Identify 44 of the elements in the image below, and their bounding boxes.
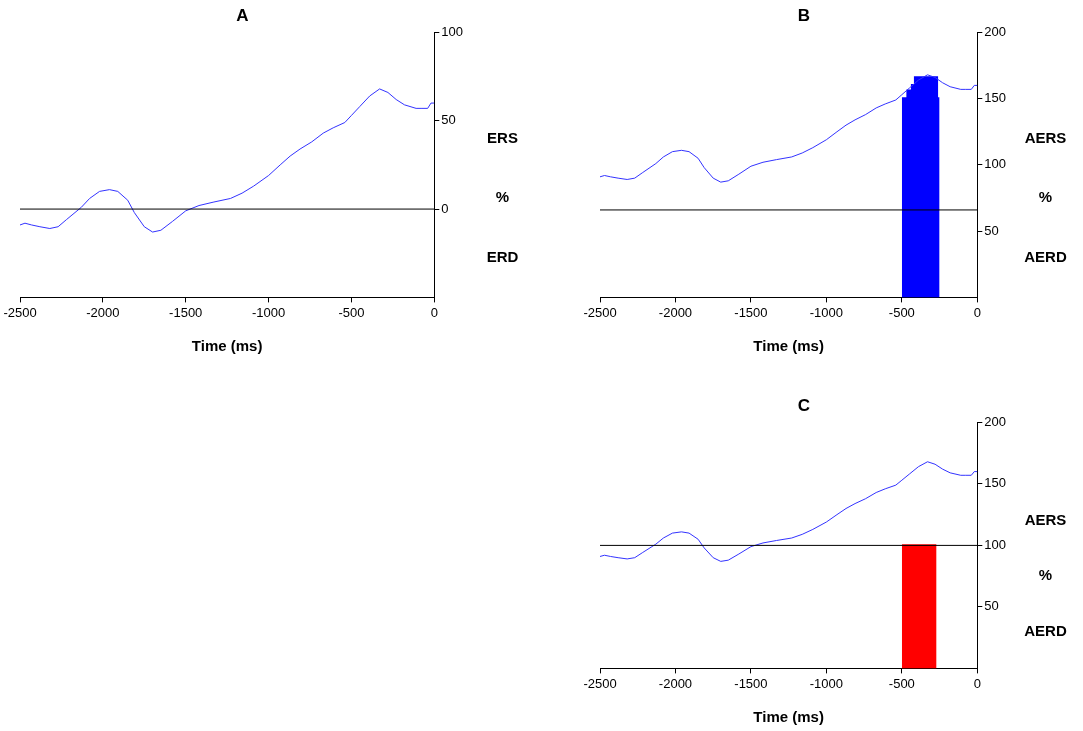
y-tick-label: 50 [984,222,999,238]
x-tick-label: -1000 [251,304,286,320]
x-tick-label: -500 [888,304,915,320]
y-tick-label: 150 [984,475,1007,491]
y-tick-label: 100 [984,156,1007,172]
y-tick-label: 50 [984,598,999,614]
x-axis-title: Time (ms) [191,337,263,355]
text: AERS [1024,128,1067,146]
chart-title: B [797,5,811,25]
x-tick-label: -2500 [583,304,617,320]
x-tick-label: 0 [973,675,981,691]
chart-title: A [236,5,249,25]
text: AERS [1024,510,1067,528]
text: % [1038,188,1053,206]
y-tick-label: 200 [984,23,1007,39]
y-tick-label: 100 [441,23,464,39]
x-tick-label: -1500 [734,675,768,691]
text: % [1038,566,1053,584]
x-tick-label: 0 [430,304,438,320]
text: AERD [1024,247,1067,265]
x-tick-label: -500 [338,304,365,320]
text: % [495,188,510,206]
text: AERD [1024,621,1067,639]
y-tick-label: 50 [441,112,456,128]
x-axis-title: Time (ms) [753,708,824,726]
x-tick-label: 0 [973,304,981,320]
text: ERS [487,128,518,146]
text: ERD [486,247,519,265]
x-tick-label: -1500 [169,304,203,320]
x-tick-label: -1500 [734,304,768,320]
chart-title: C [797,395,811,415]
y-tick-label: 150 [984,90,1007,106]
x-tick-label: -2500 [3,304,37,320]
y-tick-label: 100 [984,536,1007,552]
x-tick-label: -2000 [658,675,693,691]
y-tick-label: 200 [984,413,1007,429]
x-tick-label: -2500 [583,675,617,691]
x-tick-label: -500 [888,675,915,691]
x-tick-label: -1000 [809,675,844,691]
x-tick-label: -1000 [809,304,844,320]
x-axis-title: Time (ms) [753,337,824,355]
x-tick-label: -2000 [86,304,120,320]
y-tick-label: 0 [441,200,449,216]
x-tick-label: -2000 [658,304,693,320]
